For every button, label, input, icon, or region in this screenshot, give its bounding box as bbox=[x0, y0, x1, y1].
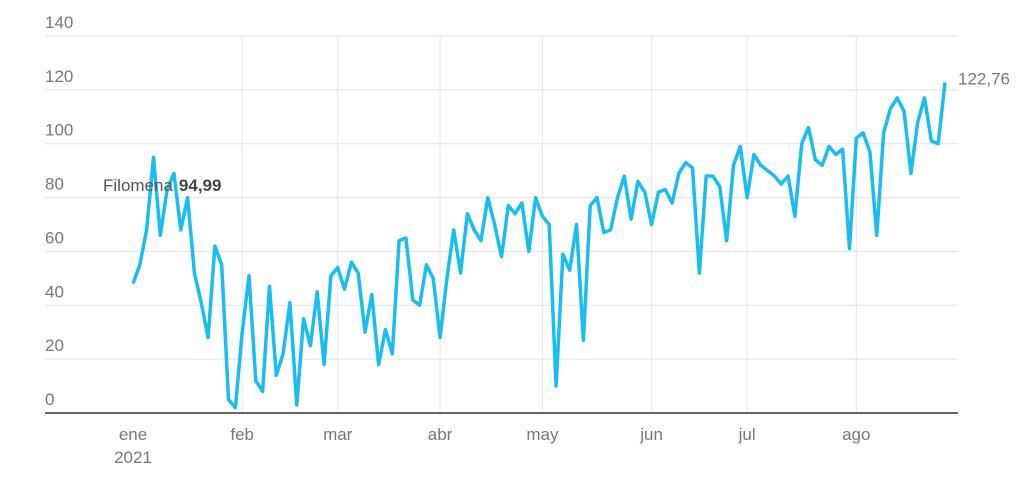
x-tick-label: jul bbox=[738, 425, 756, 444]
x-tick-label: feb bbox=[230, 425, 254, 444]
data-line bbox=[131, 82, 947, 410]
x-tick-label: mar bbox=[323, 425, 353, 444]
end-label: 122,76 bbox=[958, 69, 1010, 88]
annotation-value: 94,99 bbox=[179, 176, 222, 195]
y-tick-label: 80 bbox=[45, 175, 64, 194]
x-tick-label: may bbox=[526, 425, 559, 444]
annotation: Filomena 94,99 bbox=[103, 176, 221, 195]
y-tick-label: 20 bbox=[45, 336, 64, 355]
y-tick-label: 140 bbox=[45, 13, 73, 32]
x-tick-label: jun bbox=[639, 425, 663, 444]
y-tick-label: 0 bbox=[45, 390, 54, 409]
y-tick-label: 120 bbox=[45, 67, 73, 86]
y-tick-label: 40 bbox=[45, 282, 64, 301]
y-tick-label: 100 bbox=[45, 121, 73, 140]
x-tick-label: ago bbox=[842, 425, 870, 444]
x-tick-label: ene bbox=[119, 425, 147, 444]
y-tick-label: 60 bbox=[45, 228, 64, 247]
annotation-text: Filomena bbox=[103, 176, 173, 195]
x-year-label: 2021 bbox=[114, 448, 152, 467]
x-tick-label: abr bbox=[428, 425, 453, 444]
